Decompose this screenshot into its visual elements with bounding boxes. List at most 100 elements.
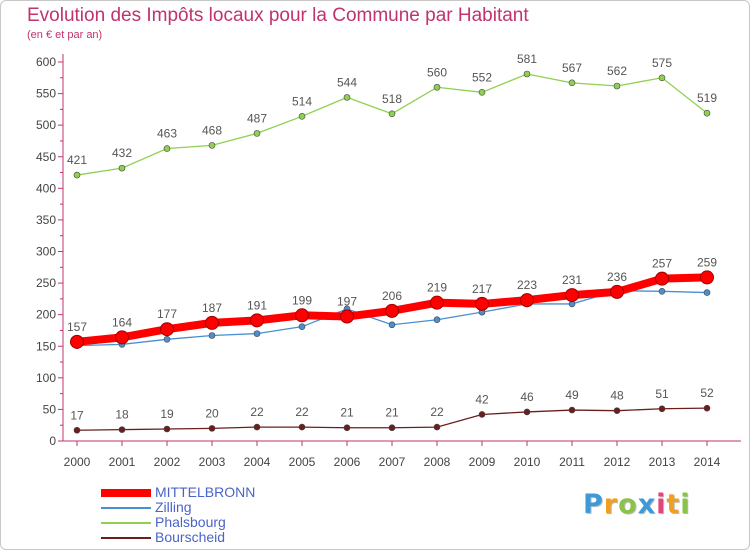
data-point-zilling: [163, 336, 171, 343]
x-tick-label: 2006: [334, 455, 361, 469]
x-tick-label: 2008: [424, 455, 451, 469]
data-point-phalsbourg: [658, 74, 666, 82]
y-tick-label: 0: [49, 434, 56, 448]
series-line-phalsbourg: [76, 73, 708, 176]
x-tick-label: 2007: [379, 455, 406, 469]
y-tick-label: 400: [36, 181, 56, 195]
data-label-bourscheid: 51: [655, 387, 669, 401]
x-tick-label: 2010: [514, 455, 541, 469]
data-label-bourscheid: 17: [70, 408, 84, 422]
data-label-phalsbourg: 519: [697, 91, 717, 105]
x-tick-label: 2014: [694, 455, 721, 469]
data-point-bourscheid: [163, 425, 171, 433]
y-tick-label: 550: [36, 87, 56, 101]
data-label-mittelbronn: 199: [292, 293, 312, 307]
data-label-mittelbronn: 187: [202, 301, 222, 315]
x-tick-label: 2001: [109, 455, 136, 469]
chart-subtitle: (en € et par an): [27, 29, 103, 41]
data-point-mittelbronn: [340, 309, 354, 324]
x-tick-label: 2003: [199, 455, 226, 469]
legend-label: Bourscheid: [155, 529, 226, 545]
proxiti-logo: Proxiti: [583, 489, 691, 520]
data-point-bourscheid: [253, 423, 261, 431]
y-tick-label: 100: [36, 371, 56, 385]
data-point-mittelbronn: [70, 334, 84, 349]
x-tick-label: 2013: [649, 455, 676, 469]
logo-letter: P: [583, 489, 604, 520]
data-point-mittelbronn: [655, 271, 669, 286]
data-label-phalsbourg: 552: [472, 70, 492, 84]
logo-letter: x: [637, 489, 657, 520]
data-label-phalsbourg: 560: [427, 65, 447, 79]
data-label-mittelbronn: 157: [67, 320, 87, 334]
data-point-mittelbronn: [250, 313, 264, 328]
data-point-mittelbronn: [565, 288, 579, 303]
data-point-phalsbourg: [388, 110, 396, 118]
data-label-bourscheid: 20: [205, 406, 219, 420]
data-point-phalsbourg: [73, 171, 81, 179]
x-tick-label: 2000: [64, 455, 91, 469]
data-point-mittelbronn: [160, 322, 174, 337]
data-point-mittelbronn: [430, 295, 444, 310]
data-point-bourscheid: [703, 404, 711, 412]
legend-swatch: [101, 507, 151, 509]
legend-swatch: [101, 489, 151, 497]
data-label-mittelbronn: 236: [607, 270, 627, 284]
data-point-zilling: [253, 330, 261, 337]
chart-title: Evolution des Impôts locaux pour la Comm…: [27, 5, 529, 26]
data-point-bourscheid: [298, 423, 306, 431]
data-point-mittelbronn: [295, 308, 309, 323]
data-label-phalsbourg: 487: [247, 111, 267, 125]
data-label-mittelbronn: 259: [697, 255, 717, 269]
data-point-phalsbourg: [343, 94, 351, 101]
data-point-mittelbronn: [475, 296, 489, 311]
y-tick-label: 250: [36, 276, 56, 290]
data-point-phalsbourg: [298, 113, 306, 120]
data-point-bourscheid: [343, 424, 351, 432]
x-tick-label: 2005: [289, 455, 316, 469]
x-tick-label: 2004: [244, 455, 271, 469]
data-point-bourscheid: [73, 426, 81, 434]
data-point-phalsbourg: [118, 164, 126, 172]
y-tick-label: 350: [36, 213, 56, 227]
data-label-mittelbronn: 231: [562, 273, 582, 287]
data-label-bourscheid: 42: [475, 392, 489, 406]
data-label-bourscheid: 52: [700, 386, 714, 400]
logo-letter: r: [603, 489, 619, 520]
data-label-phalsbourg: 567: [562, 61, 582, 75]
data-point-bourscheid: [208, 425, 216, 432]
data-label-bourscheid: 19: [160, 407, 174, 421]
x-tick-label: 2012: [604, 455, 631, 469]
data-label-mittelbronn: 191: [247, 298, 267, 312]
data-point-phalsbourg: [433, 83, 441, 91]
legend-swatch: [101, 537, 151, 539]
y-tick-label: 50: [43, 402, 57, 416]
data-label-phalsbourg: 421: [67, 153, 87, 167]
data-label-phalsbourg: 463: [157, 127, 177, 141]
logo-letter: t: [666, 489, 681, 520]
data-label-bourscheid: 21: [385, 406, 399, 420]
y-tick-label: 500: [36, 118, 56, 132]
data-label-bourscheid: 46: [520, 390, 534, 404]
data-point-phalsbourg: [208, 142, 216, 149]
data-point-mittelbronn: [610, 284, 624, 299]
data-label-mittelbronn: 223: [517, 278, 537, 292]
data-point-phalsbourg: [478, 89, 486, 96]
logo-letter: i: [656, 489, 667, 520]
data-point-mittelbronn: [700, 270, 714, 285]
data-label-phalsbourg: 575: [652, 56, 672, 70]
data-label-bourscheid: 22: [295, 405, 309, 419]
data-point-zilling: [298, 323, 306, 330]
data-point-bourscheid: [433, 423, 441, 431]
data-point-phalsbourg: [253, 130, 261, 137]
y-tick-label: 150: [36, 339, 56, 353]
legend-label: Zilling: [155, 499, 192, 515]
x-tick-label: 2009: [469, 455, 496, 469]
data-label-phalsbourg: 514: [292, 94, 312, 108]
data-point-bourscheid: [613, 407, 621, 414]
data-point-bourscheid: [118, 426, 126, 433]
data-label-mittelbronn: 217: [472, 282, 492, 296]
data-label-mittelbronn: 177: [157, 307, 177, 321]
x-tick-label: 2002: [154, 455, 181, 469]
data-point-zilling: [703, 289, 711, 296]
